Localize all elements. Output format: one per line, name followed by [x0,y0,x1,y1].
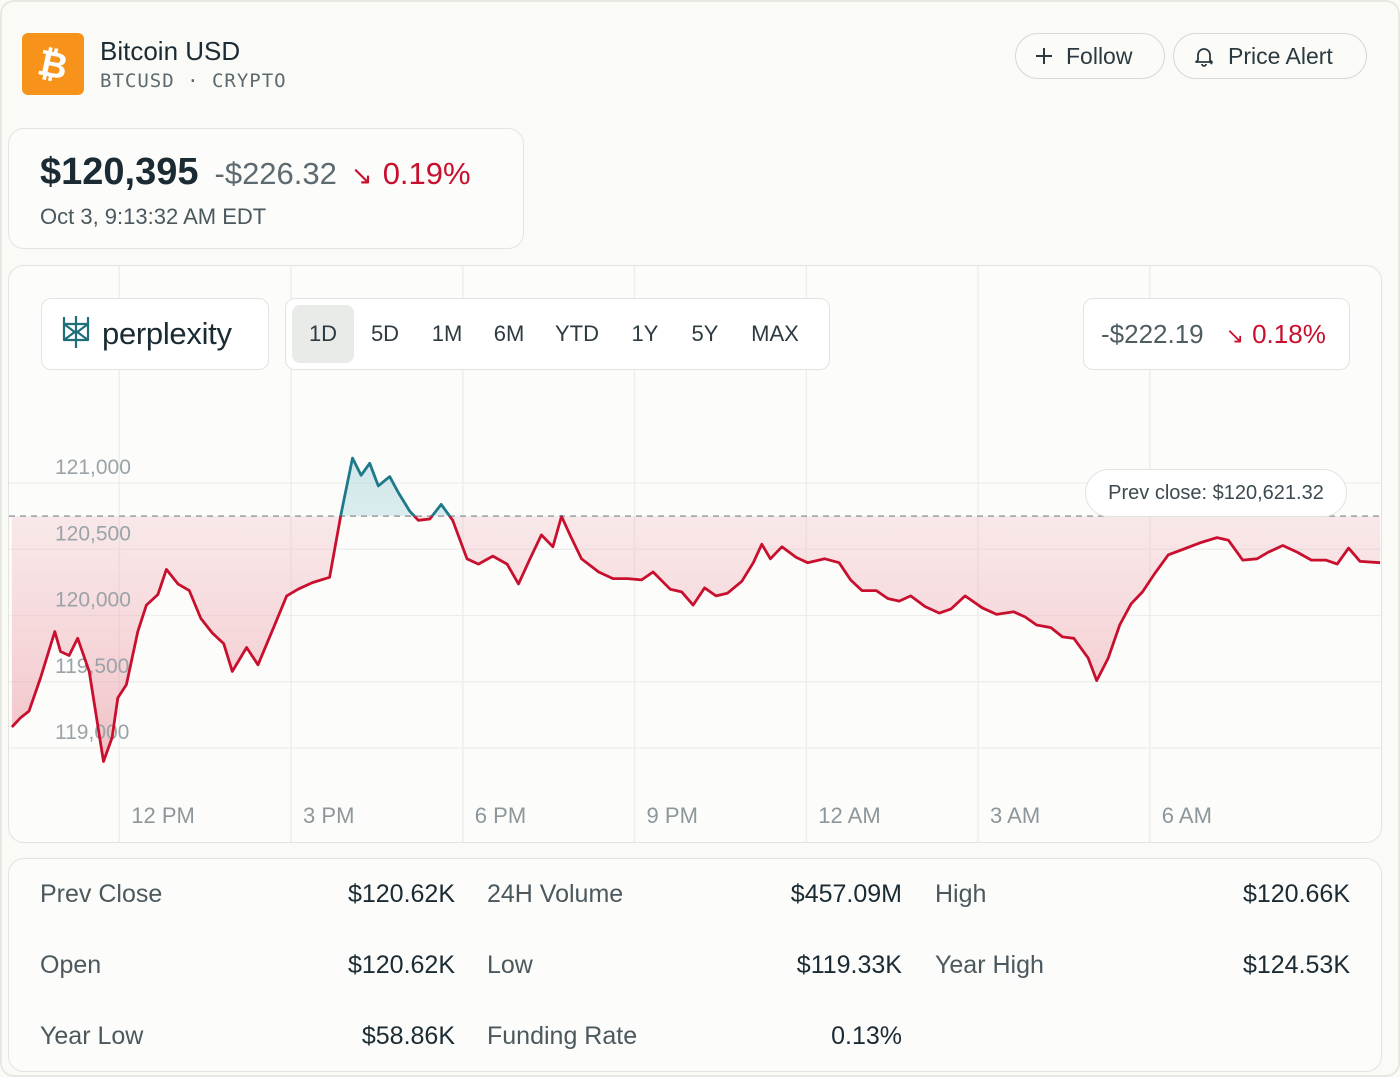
range-tab-1d[interactable]: 1D [292,305,354,363]
price-change-pct-value: 0.19% [382,156,471,191]
stat-label: 24H Volume [487,879,624,908]
x-tick-label: 3 AM [990,803,1040,828]
range-selector: 1D 5D 1M 6M YTD 1Y 5Y MAX [285,298,830,370]
key-stats: Prev Close $120.62K 24H Volume $457.09M High… [8,858,1382,1072]
stat-label: Open [40,950,102,979]
stat-value: $119.33K [796,950,902,979]
stat-label: Year Low [40,1021,144,1050]
stat-value: $120.66K [1242,879,1350,908]
x-tick-label: 12 AM [818,803,880,828]
price-change: -$226.32 [214,156,337,191]
arrow-down-right-icon: ↘ [1225,322,1245,348]
session-change-value: -$222.19 [1101,318,1204,349]
area-above-prev-close [11,458,1381,517]
x-tick-label: 12 PM [131,803,195,828]
y-tick-label: 119,000 [55,721,129,744]
price-chart[interactable]: 121,000 120,500 120,000 119,500 119,000 12 PM… [9,266,1382,843]
stat-value: $120.62K [347,879,455,908]
area-below-prev-close [11,516,1381,762]
arrow-down-right-icon: ↘ [350,160,373,190]
price-line-down [10,516,1381,763]
follow-label: Follow [1066,42,1133,69]
stat-year-low: Year Low $58.86K [40,1021,455,1051]
price-card: $120,395 -$226.32 ↘ 0.19% Oct 3, 9:13:32… [8,128,524,249]
x-tick-label: 3 PM [303,803,354,828]
follow-button[interactable]: Follow [1015,33,1165,79]
price-change-pct: ↘ 0.19% [351,156,471,192]
perplexity-logo-icon [60,314,92,355]
stat-value: $124.53K [1242,950,1350,979]
range-tab-5y[interactable]: 5Y [691,321,719,346]
x-tick-label: 9 PM [647,803,698,828]
asset-symbol: BTCUSD · CRYPTO [100,70,287,92]
session-change-pct-value: 0.18% [1252,318,1326,349]
stat-label: Funding Rate [487,1021,638,1050]
asset-header: ₿ Bitcoin USD BTCUSD · CRYPTO [22,33,287,95]
stat-value: $58.86K [361,1021,455,1050]
stat-label: High [935,879,987,908]
quote-timestamp: Oct 3, 9:13:32 AM EDT [40,204,267,229]
session-change-pct: ↘ 0.18% [1226,319,1326,350]
bitcoin-icon: ₿ [22,33,84,95]
svg-text:₿: ₿ [36,44,70,84]
price-alert-label: Price Alert [1228,42,1333,69]
plus-icon [1034,46,1054,66]
perplexity-brand: perplexity [41,298,269,370]
y-tick-label: 121,000 [55,456,131,479]
range-tab-6m[interactable]: 6M [493,321,525,346]
chart-card: 121,000 120,500 120,000 119,500 119,000 12 PM… [8,265,1382,843]
stat-high: High $120.66K [935,879,1350,909]
stat-prev-close: Prev Close $120.62K [40,879,455,909]
range-tab-max[interactable]: MAX [751,321,799,346]
price-alert-button[interactable]: Price Alert [1173,33,1367,79]
y-tick-label: 120,000 [55,589,131,612]
stat-funding-rate: Funding Rate 0.13% [487,1021,902,1051]
stat-value: $120.62K [347,950,455,979]
y-tick-label: 119,500 [55,655,129,678]
stat-value: 0.13% [831,1021,902,1050]
brand-name: perplexity [102,316,232,351]
current-price: $120,395 [40,151,199,193]
range-tab-ytd[interactable]: YTD [555,321,599,346]
y-tick-label: 120,500 [55,522,131,545]
range-tab-1m[interactable]: 1M [431,321,463,346]
stat-low: Low $119.33K [487,950,902,980]
session-change: -$222.19 ↘ 0.18% [1083,298,1350,370]
stat-year-high: Year High $124.53K [935,950,1350,980]
range-tab-5d[interactable]: 5D [370,321,400,346]
stat-label: Year High [935,950,1044,979]
range-tab-1y[interactable]: 1Y [631,321,659,346]
x-tick-label: 6 PM [475,803,526,828]
stat-value: $457.09M [790,879,902,908]
stat-24h-volume: 24H Volume $457.09M [487,879,902,909]
stat-label: Low [487,950,533,979]
stat-open: Open $120.62K [40,950,455,980]
bell-icon [1192,44,1216,68]
prev-close-tag: Prev close: $120,621.32 [1085,469,1347,517]
x-tick-label: 6 AM [1162,803,1212,828]
asset-name: Bitcoin USD [100,36,241,66]
stat-label: Prev Close [40,879,163,908]
